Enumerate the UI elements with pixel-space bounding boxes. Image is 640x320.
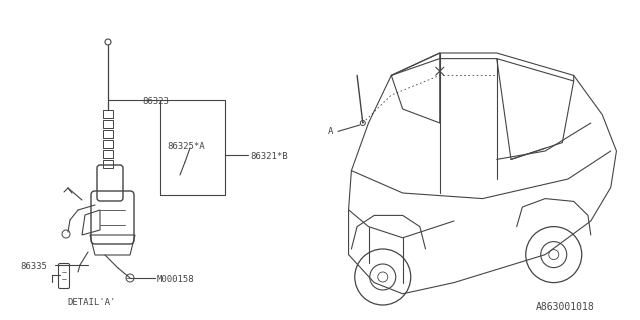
Text: DETAIL'A': DETAIL'A'	[67, 298, 115, 307]
Bar	[103, 160, 113, 168]
Bar	[103, 110, 113, 118]
Bar	[103, 120, 113, 128]
Text: 86323: 86323	[142, 97, 169, 106]
Text: 86335: 86335	[20, 262, 47, 271]
Text: M000158: M000158	[157, 275, 195, 284]
Bar	[103, 130, 113, 138]
Text: 86321*B: 86321*B	[250, 152, 287, 161]
Text: A: A	[328, 127, 333, 136]
Text: 86325*A: 86325*A	[167, 142, 205, 151]
Bar	[103, 140, 113, 148]
Bar	[103, 150, 113, 158]
Text: A863001018: A863001018	[536, 302, 595, 312]
